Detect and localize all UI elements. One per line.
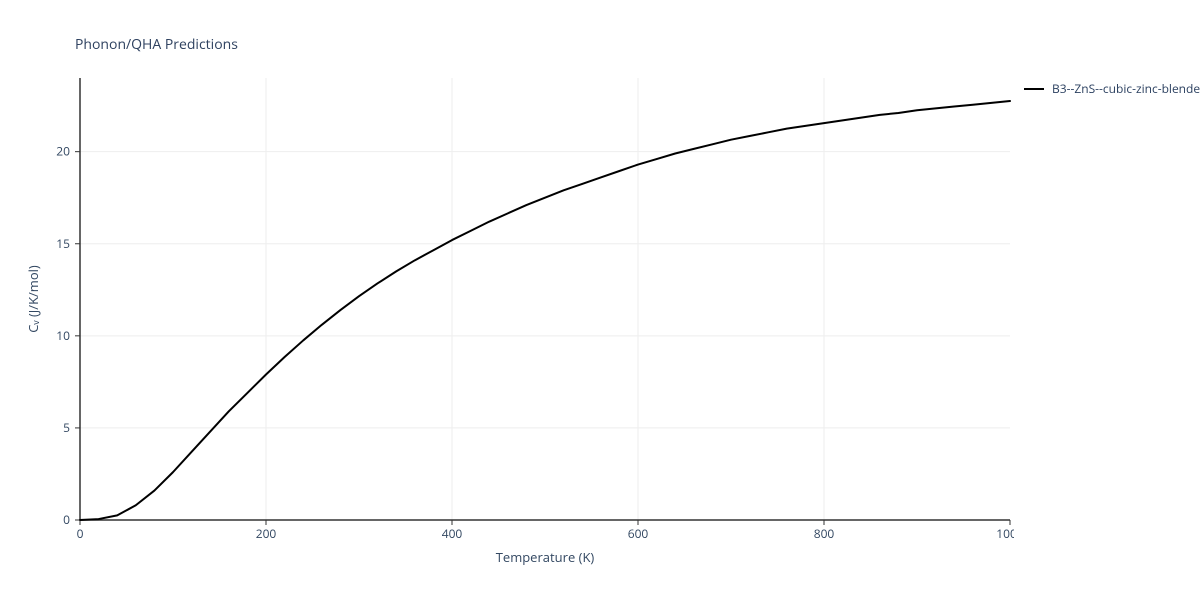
svg-text:0: 0 — [63, 511, 70, 528]
y-tick: 10 — [56, 327, 80, 344]
y-tick: 5 — [63, 419, 80, 436]
svg-text:200: 200 — [256, 525, 277, 542]
x-tick: 0 — [77, 520, 84, 542]
chart-title: Phonon/QHA Predictions — [75, 35, 238, 54]
svg-text:0: 0 — [77, 525, 84, 542]
svg-text:400: 400 — [442, 525, 463, 542]
svg-text:800: 800 — [814, 525, 835, 542]
y-tick: 20 — [56, 143, 80, 160]
x-tick: 600 — [628, 520, 649, 542]
x-tick: 400 — [442, 520, 463, 542]
svg-text:5: 5 — [63, 419, 70, 436]
plot-area[interactable]: 0 200 400 600 800 1000 0 5 10 15 20 Temperature (K)… — [25, 74, 1014, 575]
legend[interactable]: B3--ZnS--cubic-zinc-blende — [1022, 80, 1200, 97]
x-tick: 1000 — [996, 520, 1014, 542]
svg-text:20: 20 — [56, 143, 70, 160]
svg-text:15: 15 — [56, 235, 70, 252]
grid — [80, 78, 1010, 520]
y-tick: 15 — [56, 235, 80, 252]
chart-container: Phonon/QHA Predictions 02004006008001000… — [0, 0, 1200, 600]
x-axis-label: Temperature (K) — [496, 548, 595, 566]
svg-text:600: 600 — [628, 525, 649, 542]
legend-swatch-0 — [1022, 82, 1048, 96]
svg-text:10: 10 — [56, 327, 70, 344]
svg-text:1000: 1000 — [996, 525, 1014, 542]
legend-label-0[interactable]: B3--ZnS--cubic-zinc-blende — [1052, 80, 1200, 97]
series-line-0[interactable] — [80, 101, 1010, 520]
x-tick: 200 — [256, 520, 277, 542]
x-tick: 800 — [814, 520, 835, 542]
y-axis-label: Cᵥ (J/K/mol) — [25, 265, 42, 333]
